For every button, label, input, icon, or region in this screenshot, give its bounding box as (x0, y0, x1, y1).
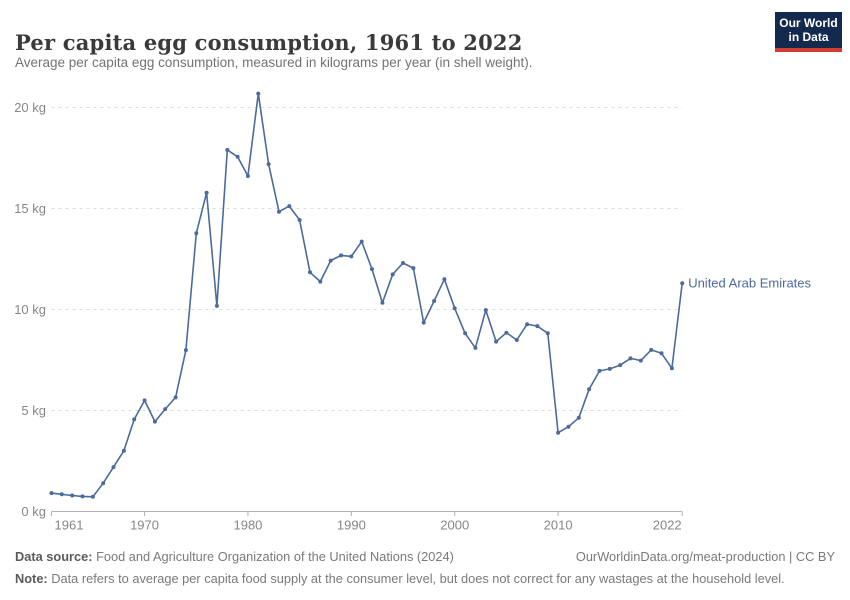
footer-source-text: Food and Agriculture Organization of the… (92, 549, 454, 564)
data-point-2010 (556, 430, 561, 435)
data-point-1997 (421, 320, 426, 325)
data-point-1990 (349, 254, 354, 259)
data-point-1983 (277, 209, 281, 214)
footer-note-text: Data refers to average per capita food s… (47, 571, 785, 586)
x-tick-label: 1990 (337, 518, 366, 533)
y-tick-label: 5 kg (21, 403, 46, 418)
data-point-2018 (638, 358, 643, 363)
x-tick-label: 2010 (544, 518, 573, 533)
chart-subtitle: Average per capita egg consumption, meas… (15, 55, 533, 70)
footer-source-row: Data source: Food and Agriculture Organi… (15, 546, 835, 568)
data-point-1965 (90, 494, 95, 499)
data-point-1995 (401, 261, 405, 265)
entity-label[interactable]: United Arab Emirates (688, 276, 811, 291)
data-point-1987 (318, 279, 323, 284)
data-point-1964 (80, 494, 85, 499)
data-point-1967 (111, 465, 116, 470)
data-point-2000 (452, 306, 457, 311)
x-tick-label: 1961 (55, 518, 84, 533)
data-point-1992 (370, 267, 374, 272)
data-point-2015 (607, 366, 612, 371)
data-point-1978 (225, 147, 230, 152)
data-point-2003 (483, 308, 488, 313)
data-point-1961 (49, 491, 54, 496)
data-point-2012 (576, 415, 581, 420)
data-point-2016 (618, 363, 623, 368)
data-point-1962 (59, 492, 64, 497)
data-point-1975 (194, 231, 199, 236)
data-point-2022 (680, 281, 685, 286)
x-tick-label: 1980 (233, 518, 262, 533)
data-point-1971 (152, 419, 157, 424)
data-point-1969 (132, 417, 137, 422)
data-point-1994 (390, 272, 395, 277)
footer-source-label: Data source: (15, 549, 93, 564)
data-point-1973 (173, 395, 178, 400)
y-tick-label: 15 kg (14, 201, 46, 216)
x-tick-label: 2000 (440, 518, 469, 533)
data-point-1984 (287, 204, 292, 209)
data-point-1991 (359, 239, 364, 244)
data-point-2007 (525, 322, 530, 327)
owid-logo-line2: in Data (788, 30, 829, 44)
data-point-1970 (142, 398, 147, 403)
footer-link[interactable]: OurWorldinData.org/meat-production | CC … (575, 549, 835, 564)
owid-logo-line1: Our World (779, 16, 838, 30)
y-tick-label: 10 kg (14, 302, 46, 317)
owid-logo[interactable]: Our World in Data (775, 12, 842, 52)
data-point-1966 (101, 481, 106, 486)
data-point-2004 (494, 339, 499, 344)
chart-footer: Data source: Food and Agriculture Organi… (15, 546, 835, 590)
data-point-2019 (649, 347, 654, 352)
data-point-1996 (411, 266, 416, 271)
data-point-1999 (442, 277, 447, 282)
y-tick-label: 20 kg (14, 100, 46, 115)
data-point-1988 (328, 258, 333, 263)
y-tick-label: 0 kg (21, 504, 46, 519)
data-point-1986 (308, 270, 312, 275)
line-chart: 0 kg 5 kg 10 kg 15 kg 20 kg 1961 1970 1980 1990 2… (0, 80, 850, 540)
data-point-2011 (566, 424, 571, 429)
footer-note-row: Note: Data refers to average per capita … (15, 568, 835, 590)
chart-canvas: 0 kg 5 kg 10 kg 15 kg 20 kg 1961 1970 1980 1990 2… (14, 91, 812, 533)
data-point-2008 (535, 324, 540, 329)
data-point-2021 (669, 366, 674, 371)
data-point-2014 (597, 368, 602, 373)
chart-title: Per capita egg consumption, 1961 to 2022 (15, 30, 523, 56)
data-point-1972 (163, 407, 168, 412)
data-point-1989 (339, 253, 343, 258)
data-point-2001 (463, 331, 468, 336)
data-point-1981 (256, 91, 261, 96)
data-point-1982 (266, 162, 271, 167)
data-point-1976 (204, 190, 209, 195)
footer-note-label: Note: (15, 571, 48, 586)
footer-source: Data source: Food and Agriculture Organi… (15, 549, 454, 564)
data-point-2017 (628, 356, 633, 361)
data-line (50, 92, 684, 498)
data-point-2005 (504, 330, 509, 335)
data-point-1979 (235, 154, 240, 159)
x-tick-label: 2022 (653, 518, 682, 533)
data-point-1974 (183, 348, 188, 353)
data-point-2020 (659, 351, 664, 356)
data-point-2002 (473, 345, 478, 350)
data-point-1968 (121, 448, 126, 453)
data-point-1993 (380, 300, 385, 305)
data-point-1977 (214, 303, 219, 308)
data-point-1998 (432, 299, 437, 303)
x-tick-label: 1970 (130, 518, 159, 533)
data-point-1980 (245, 174, 250, 178)
data-point-2009 (545, 331, 550, 336)
data-point-1985 (297, 218, 302, 222)
data-point-2013 (587, 387, 592, 392)
data-point-1963 (70, 493, 75, 498)
data-point-2006 (514, 338, 519, 342)
